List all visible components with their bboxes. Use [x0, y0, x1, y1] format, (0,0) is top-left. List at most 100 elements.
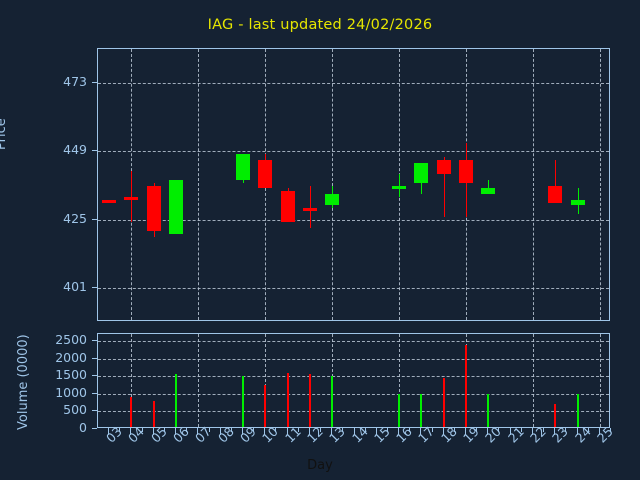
price-gridline	[98, 287, 609, 289]
day-minor-tick-mark	[163, 428, 165, 432]
volume-bar	[130, 397, 133, 427]
candle-body	[436, 159, 451, 175]
volume-tick-mark	[92, 410, 97, 412]
day-minor-tick-mark	[297, 428, 299, 432]
volume-tick-mark	[92, 357, 97, 359]
volume-bar	[152, 400, 155, 427]
volume-gridline	[98, 411, 609, 413]
price-tick-mark	[92, 82, 97, 84]
candle-body	[570, 199, 585, 206]
volume-gridline	[98, 393, 609, 395]
volume-tick-label: 1000	[55, 384, 87, 400]
volume-bar	[554, 404, 557, 427]
candle-body	[325, 194, 340, 206]
day-minor-tick-mark	[610, 428, 611, 432]
candle-wick	[310, 185, 311, 229]
volume-tick-label: 2500	[55, 332, 87, 348]
day-tick-mark	[108, 428, 110, 435]
day-minor-tick-mark	[498, 428, 500, 432]
price-vgridline	[599, 49, 601, 320]
day-minor-tick-mark	[141, 428, 143, 432]
day-minor-tick-mark	[208, 428, 210, 432]
day-tick-mark	[465, 428, 467, 435]
price-vgridline	[332, 49, 334, 320]
day-minor-tick-mark	[186, 428, 188, 432]
day-tick-mark	[554, 428, 556, 435]
candle-body	[235, 154, 250, 180]
volume-bar	[286, 372, 289, 427]
candle-body	[280, 191, 295, 223]
volume-vgridline	[599, 334, 601, 427]
volume-tick-mark	[92, 392, 97, 394]
day-minor-tick-mark	[386, 428, 388, 432]
candle-body	[459, 159, 474, 183]
candle-body	[258, 159, 273, 189]
volume-vgridline	[265, 334, 267, 427]
day-tick-mark	[197, 428, 199, 435]
day-tick-mark	[509, 428, 511, 435]
candle-wick	[555, 159, 556, 203]
day-tick-mark	[598, 428, 600, 435]
volume-bar	[487, 393, 490, 427]
volume-tick-mark	[92, 375, 97, 377]
volume-bar	[241, 376, 244, 427]
candle-wick	[488, 179, 489, 195]
volume-tick-mark	[92, 340, 97, 342]
day-minor-tick-mark	[253, 428, 255, 432]
day-minor-tick-mark	[342, 428, 344, 432]
day-tick-mark	[442, 428, 444, 435]
day-tick-mark	[531, 428, 533, 435]
day-tick-mark	[308, 428, 310, 435]
day-tick-mark	[398, 428, 400, 435]
price-vgridline	[198, 49, 200, 320]
price-tick-mark	[92, 218, 97, 220]
day-minor-tick-mark	[453, 428, 455, 432]
chart-title: IAG - last updated 24/02/2026	[207, 17, 433, 33]
price-gridline	[98, 219, 609, 221]
candle-body	[169, 179, 184, 234]
price-plot-area	[97, 48, 610, 321]
day-tick-mark	[219, 428, 221, 435]
volume-bar	[465, 344, 468, 427]
day-minor-tick-mark	[565, 428, 567, 432]
day-minor-tick-mark	[476, 428, 478, 432]
day-minor-tick-mark	[320, 428, 322, 432]
candle-body	[548, 185, 563, 203]
day-minor-tick-mark	[364, 428, 366, 432]
candle-body	[392, 185, 407, 189]
volume-bar	[175, 374, 178, 427]
candle-body	[481, 188, 496, 195]
price-tick-label: 425	[63, 210, 87, 226]
volume-bar	[442, 377, 445, 427]
volume-bar	[264, 385, 267, 427]
candle-wick	[444, 157, 445, 217]
day-minor-tick-mark	[275, 428, 277, 432]
volume-bar	[398, 393, 401, 427]
day-minor-tick-mark	[543, 428, 545, 432]
day-minor-tick-mark	[119, 428, 121, 432]
volume-gridline	[98, 358, 609, 360]
volume-tick-label: 500	[63, 402, 87, 418]
day-tick-mark	[375, 428, 377, 435]
candle-body	[414, 162, 429, 183]
day-tick-mark	[130, 428, 132, 435]
volume-tick-mark	[92, 428, 97, 429]
day-minor-tick-mark	[230, 428, 232, 432]
volume-tick-label: 0	[79, 420, 87, 435]
day-minor-tick-mark	[409, 428, 411, 432]
volume-gridline	[98, 376, 609, 378]
day-tick-mark	[576, 428, 578, 435]
price-gridline	[98, 151, 609, 153]
price-tick-label: 473	[63, 74, 87, 90]
price-axis-title: Price	[0, 118, 9, 150]
volume-vgridline	[399, 334, 401, 427]
volume-bar	[308, 374, 311, 427]
volume-vgridline	[131, 334, 133, 427]
day-tick-mark	[353, 428, 355, 435]
candle-body	[146, 185, 161, 231]
day-minor-tick-mark	[431, 428, 433, 432]
volume-vgridline	[198, 334, 200, 427]
volume-bar	[576, 393, 579, 427]
price-gridline	[98, 83, 609, 85]
